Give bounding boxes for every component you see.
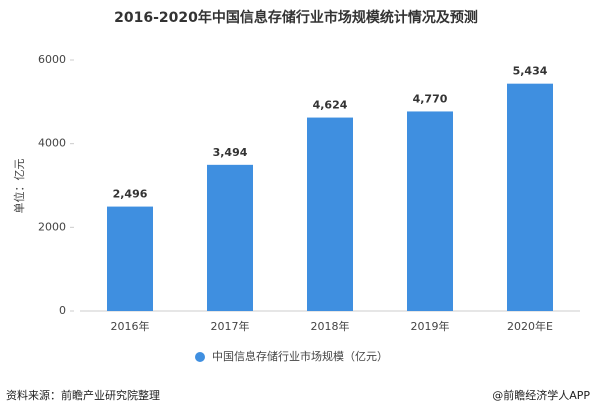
brand: @前瞻经济学人APP — [492, 388, 590, 402]
x-tick-label: 2020年E — [507, 319, 553, 333]
y-tick-label: 0 — [59, 304, 66, 317]
y-tick-label: 6000 — [38, 53, 66, 66]
bar — [507, 83, 553, 311]
value-label: 4,624 — [313, 99, 348, 112]
bar — [407, 111, 453, 311]
x-tick-label: 2018年 — [311, 319, 350, 333]
y-tick-label: 4000 — [38, 137, 66, 150]
value-label: 2,496 — [113, 188, 148, 201]
value-label: 5,434 — [513, 65, 548, 78]
bar — [207, 164, 253, 311]
bar — [307, 117, 353, 311]
value-label: 3,494 — [213, 146, 248, 159]
chart-title: 2016-2020年中国信息存储行业市场规模统计情况及预测 — [114, 9, 478, 26]
bar — [107, 206, 153, 311]
x-tick-label: 2016年 — [111, 319, 150, 333]
x-tick-label: 2017年 — [211, 319, 250, 333]
value-label: 4,770 — [413, 92, 448, 105]
source: 资料来源：前瞻产业研究院整理 — [6, 388, 160, 402]
legend-marker — [195, 352, 205, 362]
legend-label: 中国信息存储行业市场规模（亿元） — [212, 349, 388, 363]
x-tick-label: 2019年 — [411, 319, 450, 333]
y-tick-label: 2000 — [38, 220, 66, 233]
y-axis-label: 单位：亿元 — [12, 159, 26, 214]
